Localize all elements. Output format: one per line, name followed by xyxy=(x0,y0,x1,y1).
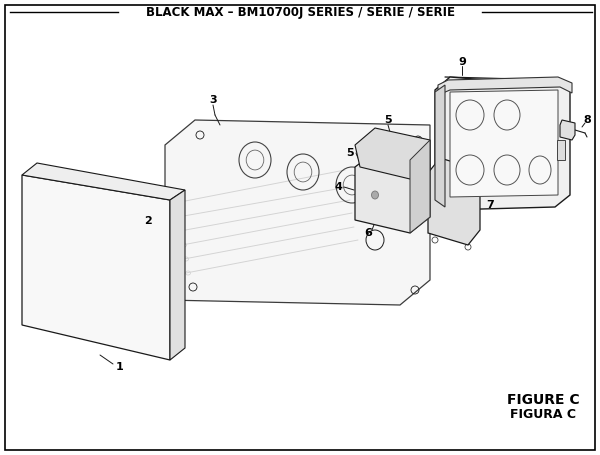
Polygon shape xyxy=(22,163,185,200)
Polygon shape xyxy=(410,140,430,233)
Text: 3: 3 xyxy=(209,95,217,105)
Text: 2: 2 xyxy=(144,216,152,226)
Polygon shape xyxy=(445,80,570,87)
Text: 1: 1 xyxy=(116,362,124,372)
Text: BLACK MAX – BM10700J SERIES / SÉRIE / SERIE: BLACK MAX – BM10700J SERIES / SÉRIE / SE… xyxy=(146,5,455,19)
Polygon shape xyxy=(435,77,570,210)
Polygon shape xyxy=(560,120,575,140)
Polygon shape xyxy=(435,85,445,207)
Polygon shape xyxy=(428,158,480,245)
Text: 5: 5 xyxy=(384,115,392,125)
Polygon shape xyxy=(557,140,565,160)
Polygon shape xyxy=(355,128,430,179)
Ellipse shape xyxy=(371,191,379,199)
Text: 8: 8 xyxy=(583,115,591,125)
Polygon shape xyxy=(438,77,572,95)
Text: FIGURA C: FIGURA C xyxy=(510,409,576,421)
Polygon shape xyxy=(450,90,558,197)
Text: 4: 4 xyxy=(334,182,342,192)
Polygon shape xyxy=(22,175,170,360)
Text: 7: 7 xyxy=(486,200,494,210)
Text: 9: 9 xyxy=(458,57,466,67)
Polygon shape xyxy=(165,120,430,305)
Text: 5: 5 xyxy=(346,148,354,158)
Text: 6: 6 xyxy=(364,228,372,238)
Polygon shape xyxy=(355,152,430,233)
Polygon shape xyxy=(170,190,185,360)
Text: FIGURE C: FIGURE C xyxy=(506,393,580,407)
